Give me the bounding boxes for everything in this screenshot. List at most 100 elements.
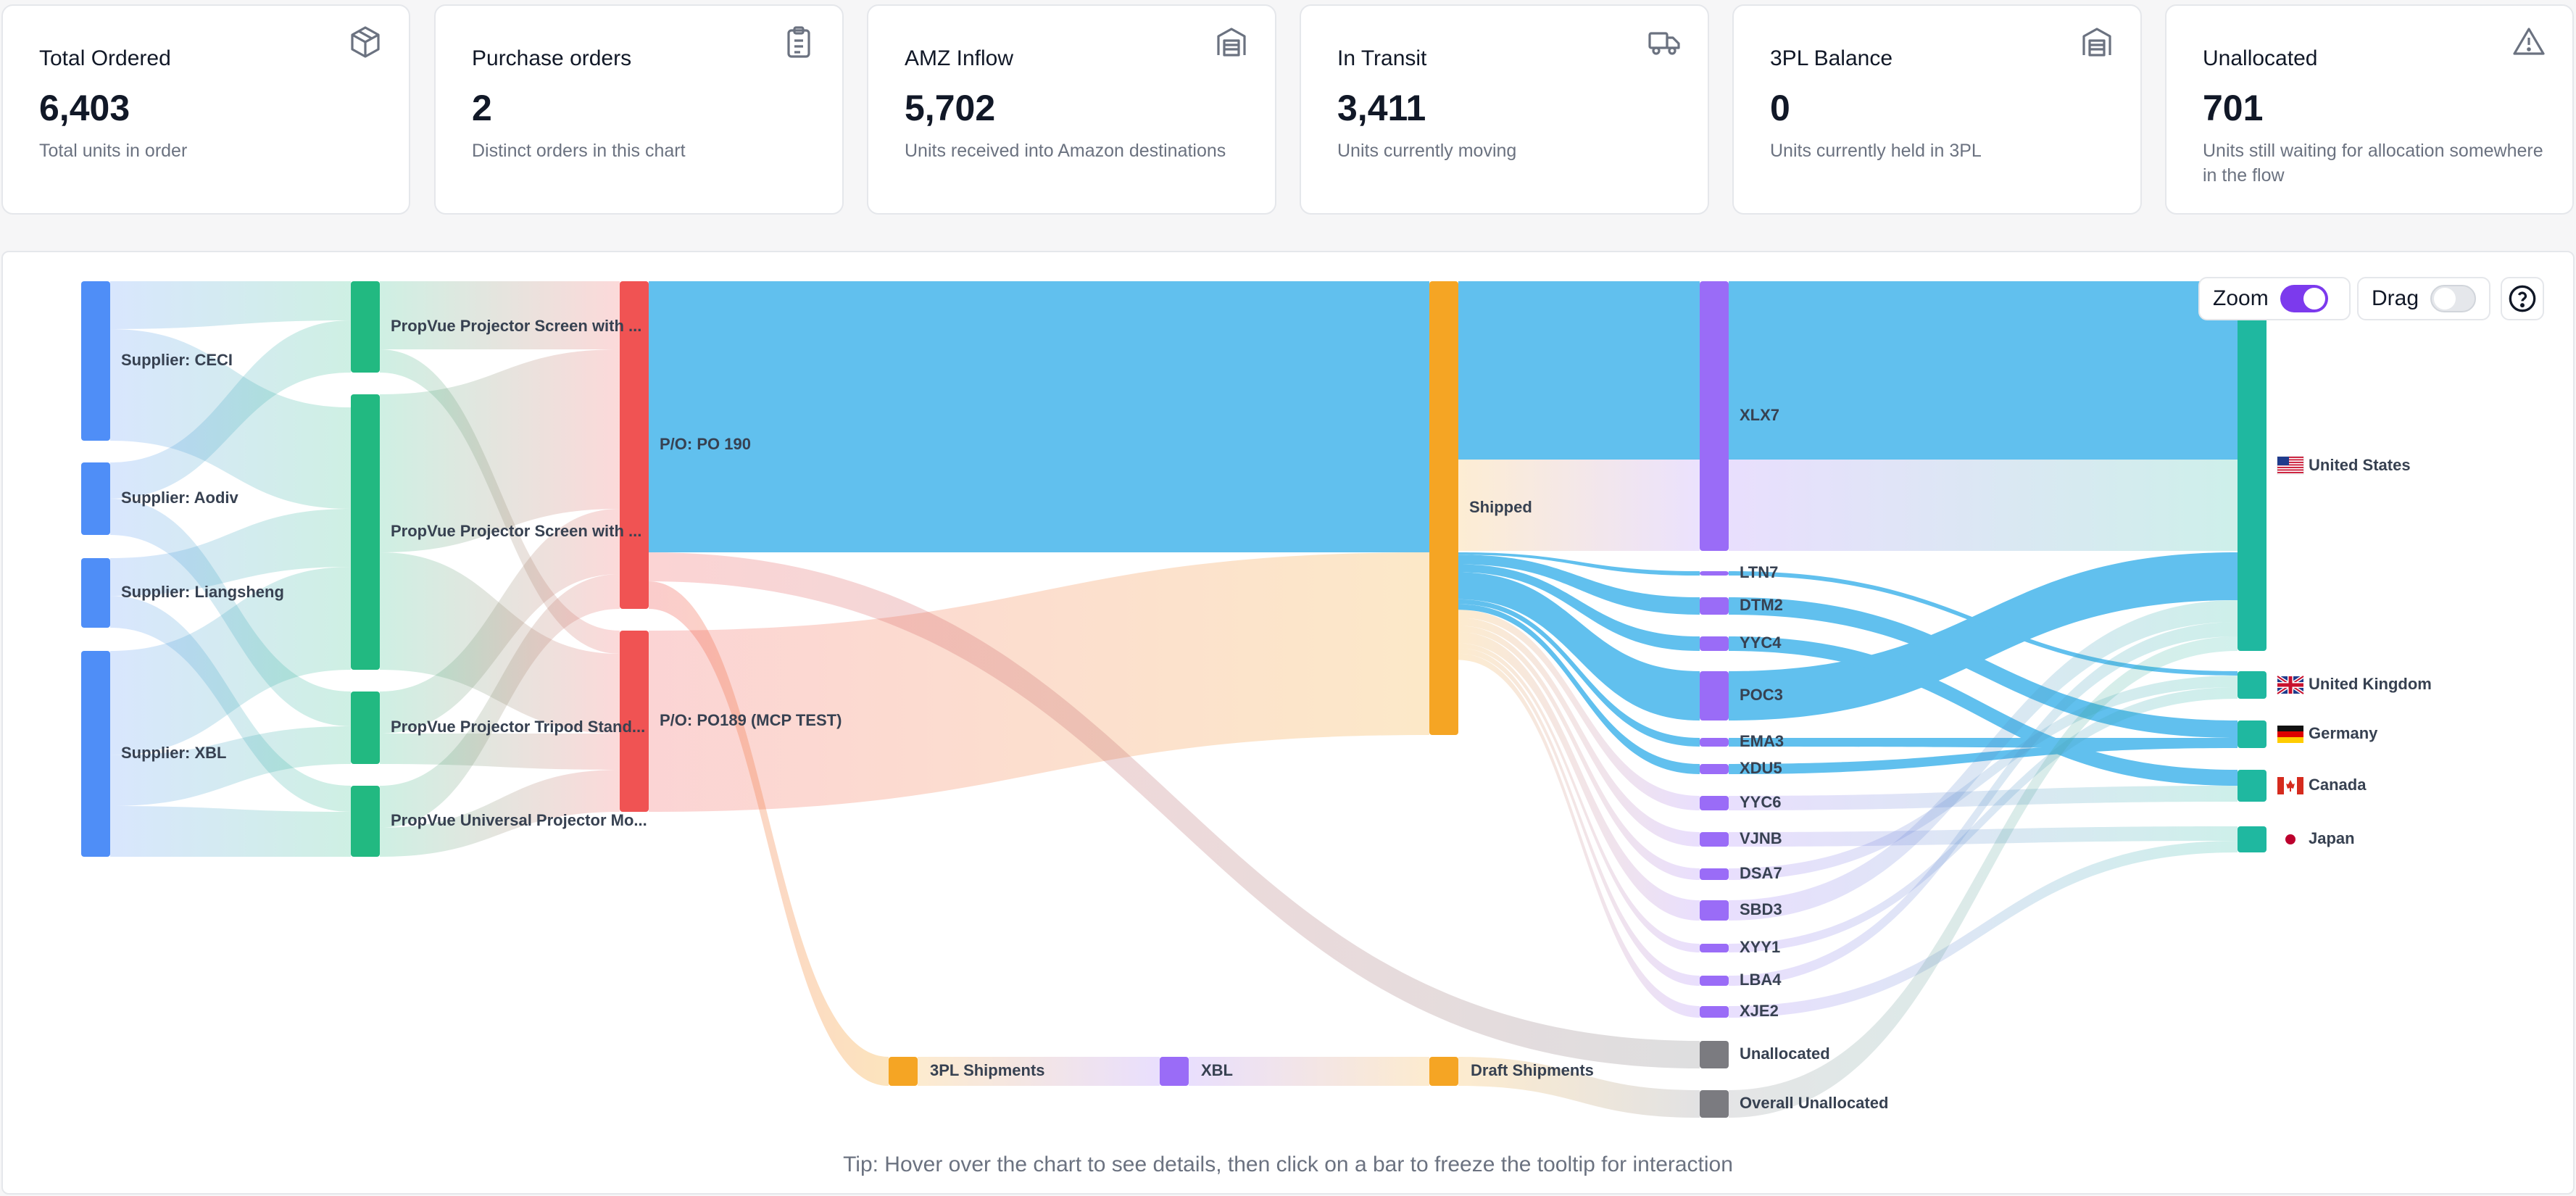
- node-label-fc: LTN7: [1740, 563, 1778, 581]
- drag-control[interactable]: Drag: [2357, 277, 2490, 320]
- node-fc-dsa7[interactable]: [1700, 868, 1729, 880]
- node-label-product: PropVue Projector Screen with ...: [391, 522, 641, 540]
- node-fc-yyc6[interactable]: [1700, 796, 1729, 810]
- node-supplier-1[interactable]: [81, 462, 110, 535]
- node-fc-xdu5[interactable]: [1700, 764, 1729, 774]
- node-country-0[interactable]: [2238, 281, 2267, 651]
- node-fc-ema3[interactable]: [1700, 738, 1729, 747]
- link-product-po-6[interactable]: [380, 574, 620, 828]
- node-unallocated-0[interactable]: [1700, 1041, 1729, 1068]
- node-label-supplier: Supplier: CECI: [121, 351, 233, 369]
- help-button[interactable]: [2501, 277, 2544, 320]
- node-label-unallocated: Unallocated: [1740, 1045, 1830, 1063]
- link-product-po-4[interactable]: [380, 509, 620, 734]
- warehouse-icon: [2082, 28, 2111, 57]
- node-fc-dtm2[interactable]: [1700, 597, 1729, 615]
- node-fc-xlx7[interactable]: [1700, 281, 1729, 551]
- node-shipped[interactable]: [1429, 281, 1458, 735]
- link-supplier-product-6[interactable]: [110, 567, 351, 755]
- link-overall-unalloc-us[interactable]: [1729, 636, 2238, 1118]
- link-yyc4-ca[interactable]: [1729, 636, 2238, 786]
- stat-value: 701: [2203, 88, 2264, 128]
- node-fc-xyy1[interactable]: [1700, 944, 1729, 952]
- node-po-1[interactable]: [620, 631, 649, 812]
- link-xlx7-us-lavender[interactable]: [1729, 460, 2238, 551]
- link-xje2-jp[interactable]: [1729, 841, 2238, 1018]
- node-product-0[interactable]: [351, 281, 380, 373]
- link-poc3-us[interactable]: [1729, 552, 2238, 720]
- node-3pl-2[interactable]: [1429, 1057, 1458, 1086]
- node-unallocated-1[interactable]: [1700, 1090, 1729, 1118]
- node-label-fc: YYC6: [1740, 793, 1781, 811]
- node-supplier-2[interactable]: [81, 558, 110, 628]
- japan-flag-icon: [2277, 831, 2303, 848]
- node-supplier-0[interactable]: [81, 281, 110, 441]
- link-draft-overall-unalloc[interactable]: [1458, 1057, 1700, 1118]
- node-product-2[interactable]: [351, 692, 380, 764]
- link-product-po-5[interactable]: [380, 734, 620, 770]
- link-product-po-0[interactable]: [380, 281, 620, 349]
- link-shipped-xlx7-blue[interactable]: [1458, 281, 1700, 460]
- node-fc-vjnb[interactable]: [1700, 832, 1729, 847]
- node-country-1[interactable]: [2238, 671, 2267, 699]
- node-product-1[interactable]: [351, 394, 380, 670]
- link-shipped-fc-1[interactable]: [1458, 552, 1700, 576]
- drag-toggle[interactable]: [2430, 285, 2476, 312]
- node-country-2[interactable]: [2238, 720, 2267, 748]
- zoom-toggle[interactable]: [2280, 285, 2328, 312]
- node-country-3[interactable]: [2238, 770, 2267, 802]
- link-supplier-product-0[interactable]: [110, 281, 351, 329]
- link-supplier-product-8[interactable]: [110, 806, 351, 857]
- node-label-supplier: Supplier: XBL: [121, 744, 226, 762]
- link-po190-3pl[interactable]: [649, 581, 889, 1086]
- link-shipped-fc-4[interactable]: [1458, 572, 1700, 721]
- link-vjnb-jp[interactable]: [1729, 826, 2238, 847]
- link-supplier-product-2[interactable]: [110, 320, 351, 499]
- link-yyc6-ca[interactable]: [1729, 786, 2238, 810]
- link-shipped-fc-6[interactable]: [1458, 604, 1700, 775]
- node-fc-yyc4[interactable]: [1700, 636, 1729, 651]
- link-supplier-product-7[interactable]: [110, 726, 351, 806]
- link-supplier-product-4[interactable]: [110, 509, 351, 596]
- node-label-fc: XLX7: [1740, 406, 1779, 424]
- link-shipped-fc-9[interactable]: [1458, 626, 1700, 880]
- link-product-po-2[interactable]: [380, 349, 620, 552]
- link-shipped-xlx7-lavender[interactable]: [1458, 460, 1700, 551]
- node-fc-poc3[interactable]: [1700, 671, 1729, 720]
- link-po190-shipped[interactable]: [649, 281, 1429, 552]
- link-po190-unallocated[interactable]: [649, 552, 1700, 1068]
- link-shipped-fc-7[interactable]: [1458, 610, 1700, 810]
- node-fc-sbd3[interactable]: [1700, 900, 1729, 921]
- link-xlx7-us-blue[interactable]: [1729, 281, 2238, 460]
- sankey-diagram[interactable]: Supplier: CECI Supplier: Aodiv Supplier: L…: [3, 252, 2576, 1196]
- link-3pl-xbl[interactable]: [918, 1057, 1160, 1086]
- link-shipped-fc-8[interactable]: [1458, 618, 1700, 847]
- link-shipped-fc-10[interactable]: [1458, 632, 1700, 921]
- link-shipped-fc-5[interactable]: [1458, 599, 1700, 747]
- link-shipped-fc-12[interactable]: [1458, 648, 1700, 986]
- link-xbl-draft[interactable]: [1189, 1057, 1429, 1086]
- zoom-control[interactable]: Zoom: [2198, 277, 2351, 320]
- node-fc-xje2[interactable]: [1700, 1006, 1729, 1018]
- link-product-po-7[interactable]: [380, 770, 620, 857]
- node-fc-ltn7[interactable]: [1700, 571, 1729, 576]
- link-shipped-fc-3[interactable]: [1458, 564, 1700, 652]
- link-lba4-us[interactable]: [1729, 622, 2238, 986]
- node-product-3[interactable]: [351, 786, 380, 857]
- link-sbd3-us[interactable]: [1729, 600, 2238, 921]
- link-dtm2-de[interactable]: [1729, 597, 2238, 738]
- link-ltn7-uk[interactable]: [1729, 571, 2238, 676]
- node-3pl-1[interactable]: [1160, 1057, 1189, 1086]
- link-shipped-fc-13[interactable]: [1458, 653, 1700, 1018]
- node-label-fc: DTM2: [1740, 596, 1783, 614]
- node-po-0[interactable]: [620, 281, 649, 609]
- node-fc-lba4[interactable]: [1700, 976, 1729, 986]
- link-dsa7-uk[interactable]: [1729, 676, 2238, 880]
- link-shipped-fc-11[interactable]: [1458, 643, 1700, 952]
- node-country-4[interactable]: [2238, 826, 2267, 852]
- node-3pl-0[interactable]: [889, 1057, 918, 1086]
- link-shipped-fc-2[interactable]: [1458, 555, 1700, 615]
- link-xyy1-uk[interactable]: [1729, 687, 2238, 952]
- node-supplier-3[interactable]: [81, 651, 110, 857]
- node-label-product: PropVue Universal Projector Mo...: [391, 811, 647, 829]
